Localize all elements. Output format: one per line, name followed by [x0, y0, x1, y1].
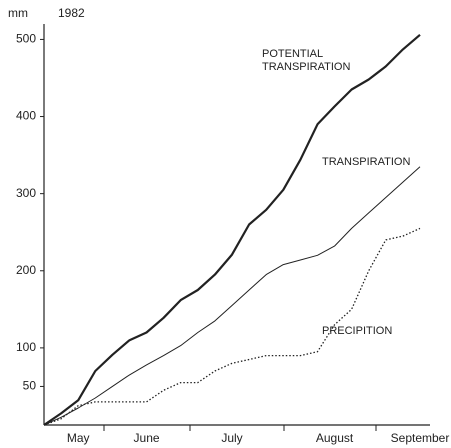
y-tick-label: 100	[16, 340, 36, 354]
series-line	[43, 166, 421, 426]
x-tick-label: July	[221, 431, 242, 445]
x-tick-label: May	[67, 431, 90, 445]
series-line	[43, 227, 421, 426]
series-line	[43, 33, 421, 426]
series-label: TRANSPIRATION	[322, 156, 411, 168]
y-tick-label: 400	[16, 109, 36, 123]
y-tick-label: 500	[16, 32, 36, 46]
x-tick-label: August	[316, 431, 354, 445]
x-tick-label: June	[134, 431, 160, 445]
y-tick-label: 50	[23, 379, 37, 393]
x-tick-label: September	[391, 431, 450, 445]
annotation: 1982	[58, 6, 85, 20]
y-axis-label: mm	[8, 6, 28, 20]
y-tick-label: 200	[16, 263, 36, 277]
y-tick-label: 300	[16, 186, 36, 200]
series-label: POTENTIAL TRANSPIRATION	[262, 48, 351, 73]
month-separators	[103, 425, 377, 431]
series-label: PRECIPITION	[322, 325, 393, 337]
